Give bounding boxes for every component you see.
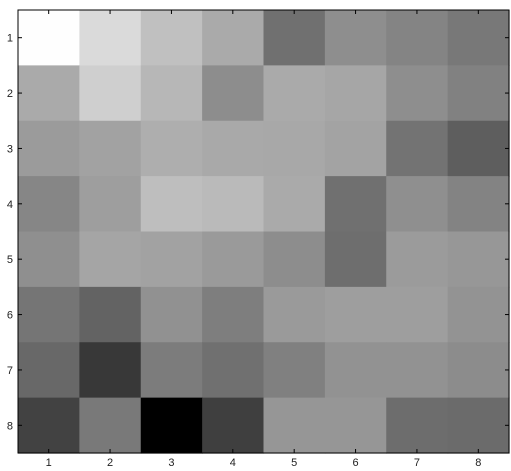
plot-frame [17,9,510,454]
heatmap-cell-r5-c6 [324,231,387,288]
heatmap-cell-r4-c8 [447,176,510,233]
heatmap-cell-r2-c8 [447,65,510,122]
heatmap-cell-r7-c1 [18,342,80,399]
heatmap-cell-r1-c1 [18,10,80,66]
heatmap-cell-r1-c6 [324,10,387,66]
heatmap-cell-r5-c1 [18,231,80,288]
heatmap-cell-r2-c4 [202,65,265,122]
y-tick-label-3: 3 [7,143,13,155]
heatmap-cell-r3-c1 [18,120,80,177]
heatmap-cell-r6-c1 [18,286,80,343]
y-tick-label-7: 7 [7,365,13,377]
x-tick-label-8: 8 [475,457,481,469]
heatmap-cell-r5-c3 [140,231,203,288]
heatmap-cell-r7-c7 [386,342,449,399]
heatmap-cell-r6-c7 [386,286,449,343]
heatmap-cell-r7-c6 [324,342,387,399]
heatmap-cell-r6-c8 [447,286,510,343]
heatmap-cell-r3-c5 [263,120,326,177]
heatmap-cell-r7-c3 [140,342,203,399]
heatmap-cell-r6-c3 [140,286,203,343]
heatmap-cell-r3-c7 [386,120,449,177]
heatmap-cell-r8-c7 [386,397,449,454]
heatmap-cell-r2-c6 [324,65,387,122]
heatmap-cell-r6-c4 [202,286,265,343]
heatmap-cell-r4-c5 [263,176,326,233]
heatmap-cell-r8-c5 [263,397,326,454]
heatmap-cell-r2-c1 [18,65,80,122]
heatmap-cell-r4-c4 [202,176,265,233]
heatmap-cell-r1-c8 [447,10,510,66]
heatmap-cell-r6-c6 [324,286,387,343]
y-tick-label-4: 4 [7,199,13,211]
heatmap-cell-r3-c6 [324,120,387,177]
heatmap-cell-r5-c2 [79,231,142,288]
heatmap-cell-r7-c2 [79,342,142,399]
y-tick-labels: 1 2 3 4 5 6 7 8 [7,33,13,433]
heatmap-cell-r1-c5 [263,10,326,66]
heatmap-cell-r7-c4 [202,342,265,399]
heatmap-cell-r4-c2 [79,176,142,233]
y-tick-label-1: 1 [7,33,13,45]
x-tick-label-7: 7 [414,457,420,469]
y-tick-label-2: 2 [7,88,13,100]
heatmap-cell-r3-c3 [140,120,203,177]
x-tick-labels: 1 2 3 4 5 6 7 8 [46,457,482,469]
heatmap-cell-r5-c8 [447,231,510,288]
y-tick-label-8: 8 [7,420,13,432]
y-tick-label-6: 6 [7,310,13,322]
heatmap-cell-r8-c6 [324,397,387,454]
heatmap-cell-r6-c2 [79,286,142,343]
heatmap-cell-r4-c3 [140,176,203,233]
heatmap-cell-r3-c4 [202,120,265,177]
heatmap-cell-r8-c8 [447,397,510,454]
heatmap-cell-r7-c5 [263,342,326,399]
x-tick-label-5: 5 [291,457,297,469]
heatmap-cell-r6-c5 [263,286,326,343]
heatmap-cell-r4-c1 [18,176,80,233]
heatmap-cell-r5-c5 [263,231,326,288]
heatmap-cells [18,10,510,454]
heatmap-cell-r1-c2 [79,10,142,66]
axis-ticks [18,10,509,453]
heatmap-cell-r5-c7 [386,231,449,288]
heatmap-cell-r7-c8 [447,342,510,399]
heatmap-cell-r8-c4 [202,397,265,454]
heatmap-cell-r2-c2 [79,65,142,122]
heatmap-cell-r2-c5 [263,65,326,122]
heatmap-cell-r1-c7 [386,10,449,66]
x-tick-label-1: 1 [46,457,52,469]
heatmap-cell-r2-c3 [140,65,203,122]
heatmap-cell-r2-c7 [386,65,449,122]
heatmap-cell-r8-c1 [18,397,80,454]
heatmap-cell-r1-c3 [140,10,203,66]
heatmap-cell-r8-c3 [140,397,203,454]
y-tick-label-5: 5 [7,254,13,266]
x-tick-label-6: 6 [352,457,358,469]
heatmap-cell-r3-c8 [447,120,510,177]
x-tick-label-4: 4 [230,457,236,469]
heatmap-cell-r8-c2 [79,397,142,454]
heatmap-cell-r4-c6 [324,176,387,233]
x-tick-label-2: 2 [107,457,113,469]
heatmap-cell-r4-c7 [386,176,449,233]
heatmap-cell-r3-c2 [79,120,142,177]
x-tick-label-3: 3 [168,457,174,469]
heatmap-cell-r5-c4 [202,231,265,288]
heatmap-cell-r1-c4 [202,10,265,66]
